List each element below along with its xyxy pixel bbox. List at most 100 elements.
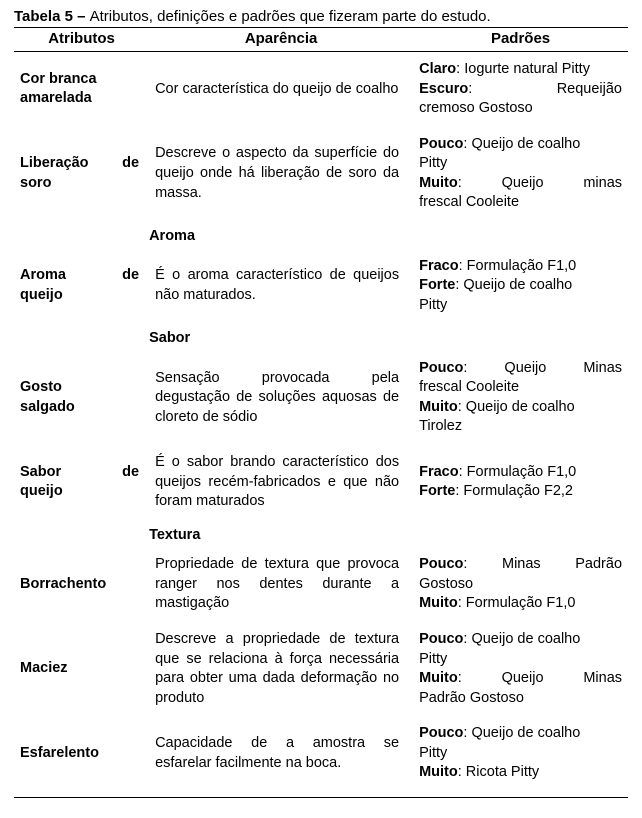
pad-esf-b2: Muito — [419, 764, 458, 780]
pad-saborq-t2: : Formulação F2,2 — [455, 483, 573, 499]
pad-gosto-s1: : — [463, 360, 467, 376]
pad-gosto: Pouco: Queijo Minas frescal Cooleite Mui… — [413, 351, 628, 445]
pad-cor-t2: Requeijão — [557, 81, 622, 97]
pad-gosto-t12: Minas — [583, 360, 622, 376]
section-textura-spacer — [14, 520, 149, 548]
row-maciez: Maciez Descreve a propriedade de textura… — [14, 622, 628, 716]
pad-cor-b1: Claro — [419, 61, 456, 77]
pad-soro-l2c: frescal Cooleite — [419, 193, 622, 213]
pad-soro-b2: Muito — [419, 175, 458, 191]
attributes-table: Atributos Aparência Padrões Cor branca a… — [14, 27, 628, 798]
row-saborq: Sabor de queijo É o sabor brando caracte… — [14, 445, 628, 520]
pad-cor: Claro: Iogurte natural Pitty Escuro: Req… — [413, 52, 628, 127]
attr-gosto: Gosto salgado — [14, 351, 149, 445]
pad-borr-l1: Pouco: Minas Padrão — [419, 555, 622, 575]
section-aroma: Aroma — [149, 221, 413, 249]
attr-soro-l2: soro — [20, 174, 139, 194]
pad-soro-t22: minas — [583, 175, 622, 191]
pad-borr: Pouco: Minas Padrão Gostoso Muito: Formu… — [413, 547, 628, 622]
attr-aroma-l2: queijo — [20, 286, 139, 306]
pad-cor-b2: Escuro — [419, 81, 468, 97]
pad-maciez-t22: Minas — [583, 670, 622, 686]
pad-esf-l2: Muito: Ricota Pitty — [419, 763, 622, 783]
pad-soro-s2: : — [458, 175, 462, 191]
pad-gosto-l1: Pouco: Queijo Minas — [419, 359, 622, 379]
pad-gosto-l2: Muito: Queijo de coalho — [419, 398, 622, 418]
pad-borr-s1: : — [463, 556, 467, 572]
def-cor: Cor característica do queijo de coalho — [149, 52, 413, 127]
pad-borr-l2: Muito: Formulação F1,0 — [419, 594, 622, 614]
pad-borr-l1c: Gostoso — [419, 575, 622, 595]
pad-aroma-b2: Forte — [419, 277, 455, 293]
pad-cor-s2: : — [468, 81, 472, 97]
attr-cor: Cor branca amarelada — [14, 52, 149, 127]
pad-soro-l1c: Pitty — [419, 154, 622, 174]
row-cor: Cor branca amarelada Cor característica … — [14, 52, 628, 127]
attr-borr: Borrachento — [14, 547, 149, 622]
attr-saborq-l1: Sabor de — [20, 463, 139, 483]
pad-esf-t2: : Ricota Pitty — [458, 764, 539, 780]
pad-soro-l2: Muito: Queijo minas — [419, 174, 622, 194]
def-saborq: É o sabor brando característico dos quei… — [149, 445, 413, 520]
pad-cor-l2: Escuro: Requeijão — [419, 80, 622, 100]
pad-soro: Pouco: Queijo de coalho Pitty Muito: Que… — [413, 127, 628, 221]
pad-maciez-l2: Muito: Queijo Minas — [419, 669, 622, 689]
attr-cor-l1: Cor branca — [20, 71, 97, 87]
pad-maciez: Pouco: Queijo de coalho Pitty Muito: Que… — [413, 622, 628, 716]
pad-aroma: Fraco: Formulação F1,0 Forte: Queijo de … — [413, 249, 628, 324]
pad-borr-t11: Minas — [502, 556, 541, 572]
pad-borr-t2: : Formulação F1,0 — [458, 595, 576, 611]
header-padroes: Padrões — [413, 28, 628, 52]
pad-saborq-l1: Fraco: Formulação F1,0 — [419, 463, 622, 483]
pad-gosto-l2c: Tirolez — [419, 417, 622, 437]
def-gosto: Sensação provocada pela degustação de so… — [149, 351, 413, 445]
pad-cor-t1: : Iogurte natural Pitty — [456, 61, 590, 77]
def-borr: Propriedade de textura que provoca range… — [149, 547, 413, 622]
section-sabor-spacer2 — [413, 323, 628, 351]
section-aroma-spacer — [14, 221, 149, 249]
attr-aroma-l1: Aroma de — [20, 266, 139, 286]
attr-aroma-w1: Aroma — [20, 266, 66, 286]
pad-maciez-b1: Pouco — [419, 631, 463, 647]
attr-saborq-l2: queijo — [20, 482, 139, 502]
pad-soro-l1: Pouco: Queijo de coalho — [419, 135, 622, 155]
attr-gosto-l2: salgado — [20, 399, 75, 415]
pad-saborq-t1: : Formulação F1,0 — [459, 464, 577, 480]
table-caption: Tabela 5 – Atributos, definições e padrõ… — [14, 8, 628, 25]
row-gosto: Gosto salgado Sensação provocada pela de… — [14, 351, 628, 445]
pad-esf-b1: Pouco — [419, 725, 463, 741]
caption-bold: Tabela 5 – — [14, 8, 90, 25]
pad-esf-l1: Pouco: Queijo de coalho — [419, 724, 622, 744]
section-textura-spacer2 — [413, 520, 628, 548]
attr-aroma-w2: de — [122, 266, 139, 286]
pad-saborq-b1: Fraco — [419, 464, 459, 480]
attr-soro: Liberação de soro — [14, 127, 149, 221]
pad-borr-b1: Pouco — [419, 556, 463, 572]
header-row: Atributos Aparência Padrões — [14, 28, 628, 52]
pad-maciez-t21: Queijo — [502, 670, 544, 686]
pad-soro-t1: : Queijo de coalho — [463, 136, 580, 152]
pad-esf-t1: : Queijo de coalho — [463, 725, 580, 741]
row-aroma: Aroma de queijo É o aroma característico… — [14, 249, 628, 324]
pad-maciez-l1c: Pitty — [419, 650, 622, 670]
pad-gosto-t11: Queijo — [504, 360, 546, 376]
pad-gosto-b1: Pouco — [419, 360, 463, 376]
attr-aroma: Aroma de queijo — [14, 249, 149, 324]
section-sabor-spacer — [14, 323, 149, 351]
attr-saborq-w1: Sabor — [20, 463, 61, 483]
pad-saborq-b2: Forte — [419, 483, 455, 499]
def-esf: Capacidade de a amostra se esfarelar fac… — [149, 716, 413, 797]
def-aroma: É o aroma característico de queijos não … — [149, 249, 413, 324]
section-sabor: Sabor — [149, 323, 413, 351]
pad-aroma-l2: Forte: Queijo de coalho — [419, 276, 622, 296]
def-maciez: Descreve a propriedade de textura que se… — [149, 622, 413, 716]
attr-gosto-l1: Gosto — [20, 379, 62, 395]
pad-maciez-b2: Muito — [419, 670, 458, 686]
pad-gosto-l1c: frescal Cooleite — [419, 378, 622, 398]
page-container: Tabela 5 – Atributos, definições e padrõ… — [0, 0, 642, 818]
pad-saborq-l2: Forte: Formulação F2,2 — [419, 482, 622, 502]
pad-aroma-t2: : Queijo de coalho — [455, 277, 572, 293]
header-atributos: Atributos — [14, 28, 149, 52]
pad-gosto-b2: Muito — [419, 399, 458, 415]
row-esf: Esfarelento Capacidade de a amostra se e… — [14, 716, 628, 797]
